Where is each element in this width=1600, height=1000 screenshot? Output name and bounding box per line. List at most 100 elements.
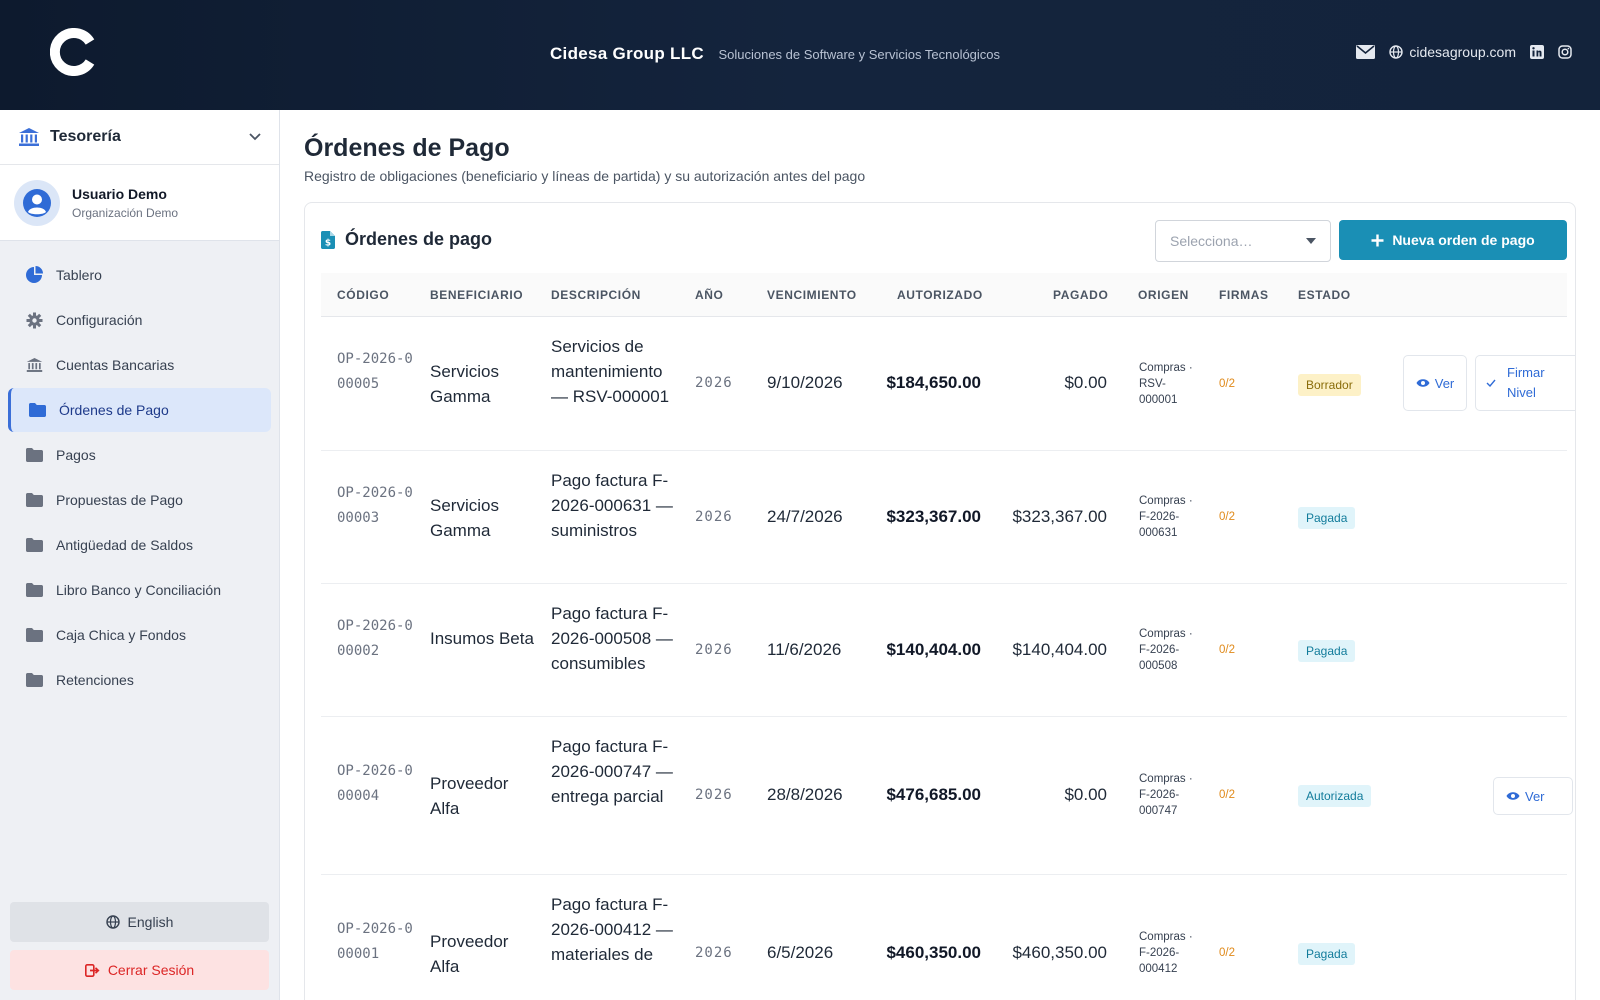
- eye-icon: [1506, 792, 1520, 800]
- row-signatures: 0/2: [1219, 511, 1235, 523]
- sidebar-item-tablero[interactable]: Tablero: [8, 253, 271, 297]
- module-selector[interactable]: Tesorería: [0, 110, 279, 165]
- svg-text:$: $: [325, 238, 331, 248]
- row-paid: $140,404.00: [1012, 640, 1107, 659]
- sidebar-item-caja-chica-y-fondos[interactable]: Caja Chica y Fondos: [8, 613, 271, 657]
- sidebar-item-configuracion[interactable]: Configuración: [8, 298, 271, 342]
- col-estado[interactable]: ESTADO: [1298, 288, 1351, 302]
- logout-icon: [84, 963, 100, 977]
- col-vencimiento[interactable]: VENCIMIENTO: [767, 288, 857, 302]
- sidebar-item-ordenes-de-pago[interactable]: Órdenes de Pago: [8, 388, 271, 432]
- invoice-icon: $: [321, 230, 335, 249]
- logout-button[interactable]: Cerrar Sesión: [10, 950, 269, 990]
- website-text: cidesagroup.com: [1409, 44, 1516, 60]
- folder-icon: [28, 401, 46, 419]
- row-due: 11/6/2026: [767, 640, 842, 659]
- new-order-label: Nueva orden de pago: [1392, 232, 1535, 248]
- mail-icon: [1356, 45, 1376, 59]
- table-row: OP-2026-000004 Proveedor Alfa Pago factu…: [321, 717, 1573, 875]
- instagram-icon: [1558, 45, 1572, 59]
- sidebar-item-label: Configuración: [56, 312, 143, 328]
- instagram-link[interactable]: [1558, 45, 1572, 59]
- table-header: CÓDIGO BENEFICIARIO DESCRIPCIÓN AÑO VENC…: [321, 273, 1567, 317]
- chevron-down-icon: [249, 133, 261, 141]
- row-due: 24/7/2026: [767, 507, 843, 526]
- row-year: 2026: [695, 945, 733, 961]
- folder-icon: [25, 446, 43, 464]
- linkedin-icon: [1530, 45, 1544, 59]
- page-subtitle: Registro de obligaciones (beneficiario y…: [304, 168, 866, 184]
- row-authorized: $140,404.00: [886, 640, 981, 659]
- card-title-text: Órdenes de pago: [345, 229, 493, 249]
- sidebar-item-cuentas-bancarias[interactable]: Cuentas Bancarias: [8, 343, 271, 387]
- folder-icon: [25, 671, 43, 689]
- sidebar-item-label: Propuestas de Pago: [56, 492, 183, 508]
- row-beneficiary: Insumos Beta: [430, 629, 534, 648]
- row-year: 2026: [695, 509, 733, 525]
- page-title: Órdenes de Pago: [304, 134, 510, 162]
- row-description: Servicios de mantenimiento — RSV-000001: [551, 337, 670, 406]
- col-beneficiario[interactable]: BENEFICIARIO: [430, 288, 524, 302]
- col-firmas[interactable]: FIRMAS: [1219, 288, 1269, 302]
- plus-icon: [1371, 234, 1384, 246]
- bank-icon: [19, 128, 39, 146]
- sidebar-item-retenciones[interactable]: Retenciones: [8, 658, 271, 702]
- row-beneficiary: Servicios Gamma: [430, 496, 499, 540]
- new-order-button[interactable]: Nueva orden de pago: [1339, 220, 1567, 260]
- sidebar: Tesorería Usuario Demo Organización Demo…: [0, 110, 280, 1000]
- row-year: 2026: [695, 787, 733, 803]
- col-origen[interactable]: ORIGEN: [1138, 288, 1189, 302]
- top-header: Cidesa Group LLC Soluciones de Software …: [0, 0, 1600, 110]
- language-button[interactable]: English: [10, 902, 269, 942]
- status-badge: Autorizada: [1298, 785, 1372, 807]
- view-label: Ver: [1525, 788, 1545, 804]
- col-descripcion[interactable]: DESCRIPCIÓN: [551, 288, 641, 302]
- row-code: OP-2026-000003: [337, 485, 413, 526]
- col-pagado[interactable]: PAGADO: [1053, 288, 1109, 302]
- linkedin-link[interactable]: [1530, 45, 1544, 59]
- status-filter-select[interactable]: Selecciona…: [1155, 220, 1331, 262]
- row-description: Pago factura F-2026-000412 — materiales …: [551, 895, 673, 964]
- table-row: OP-2026-000001 Proveedor Alfa Pago factu…: [321, 875, 1567, 1000]
- folder-icon: [25, 536, 43, 554]
- sign-level-label: Firmar Nivel: [1507, 365, 1545, 400]
- row-authorized: $460,350.00: [886, 943, 981, 962]
- sidebar-item-pagos[interactable]: Pagos: [8, 433, 271, 477]
- view-button[interactable]: Ver: [1493, 777, 1573, 815]
- col-anio[interactable]: AÑO: [695, 288, 724, 302]
- table-row: OP-2026-000003 Servicios Gamma Pago fact…: [321, 451, 1567, 584]
- sidebar-nav: Tablero Configuración Cuentas Bancarias Órd…: [0, 241, 279, 702]
- caret-down-icon: [1306, 238, 1316, 244]
- company-tagline: Soluciones de Software y Servicios Tecno…: [718, 47, 1001, 62]
- user-card: Usuario Demo Organización Demo: [0, 165, 279, 241]
- user-org: Organización Demo: [72, 205, 179, 220]
- folder-icon: [25, 581, 43, 599]
- sidebar-item-antiguedad-de-saldos[interactable]: Antigüedad de Saldos: [8, 523, 271, 567]
- view-label: Ver: [1434, 375, 1455, 391]
- row-beneficiary: Proveedor Alfa: [430, 932, 509, 976]
- sidebar-item-libro-banco-y-conciliacion[interactable]: Libro Banco y Conciliación: [8, 568, 271, 612]
- select-placeholder: Selecciona…: [1170, 233, 1253, 249]
- website-link[interactable]: cidesagroup.com: [1389, 44, 1516, 60]
- mail-link[interactable]: [1356, 45, 1376, 59]
- row-code: OP-2026-000001: [337, 921, 413, 962]
- logout-label: Cerrar Sesión: [107, 962, 195, 978]
- sidebar-item-label: Libro Banco y Conciliación: [56, 582, 221, 598]
- row-due: 9/10/2026: [767, 373, 843, 392]
- sidebar-item-propuestas-de-pago[interactable]: Propuestas de Pago: [8, 478, 271, 522]
- row-code: OP-2026-000004: [337, 763, 413, 804]
- col-autorizado[interactable]: AUTORIZADO: [897, 288, 983, 302]
- sidebar-item-label: Caja Chica y Fondos: [56, 627, 186, 643]
- row-code: OP-2026-000005: [337, 351, 413, 392]
- row-description: Pago factura F-2026-000631 — suministros: [551, 471, 673, 540]
- main-content: Órdenes de Pago Registro de obligaciones…: [280, 110, 1600, 1000]
- status-badge: Pagada: [1298, 640, 1356, 662]
- sign-level-button[interactable]: Firmar Nivel: [1475, 355, 1575, 411]
- row-origin: Compras · F-2026-000631: [1139, 495, 1193, 539]
- row-due: 6/5/2026: [767, 943, 834, 962]
- row-origin: Compras · F-2026-000747: [1139, 773, 1193, 817]
- view-button[interactable]: Ver: [1403, 355, 1467, 411]
- col-codigo[interactable]: CÓDIGO: [337, 288, 390, 302]
- row-signatures: 0/2: [1219, 947, 1235, 959]
- company-logo[interactable]: [50, 28, 98, 76]
